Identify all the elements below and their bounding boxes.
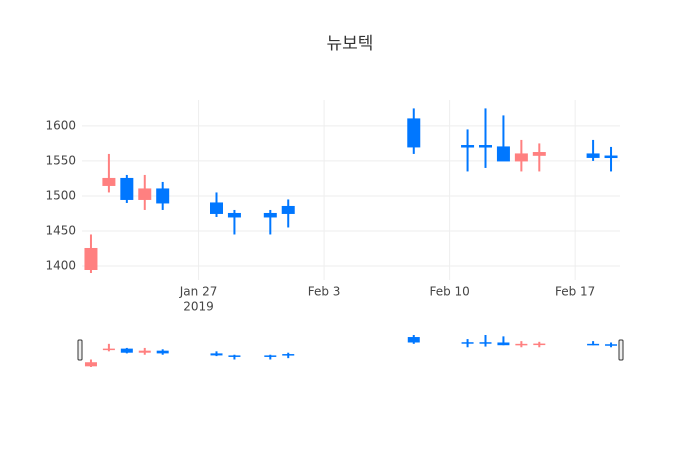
slider-body [264,355,277,357]
y-tick-label: 1550 [45,153,76,167]
slider-handle [77,339,83,361]
candle-body [120,177,134,200]
slider-body [156,350,169,354]
slider-body [407,337,420,343]
slider-body [138,350,151,353]
slider-body [515,343,528,346]
candle-body [156,188,170,204]
candle-body [227,212,241,218]
slider-body [84,362,97,367]
slider-handle [618,339,624,361]
y-tick-label: 1600 [45,118,76,132]
chart-title: 뉴보텍 [327,34,374,54]
candle-body [102,177,116,186]
slider-body [605,344,618,346]
candle-body [138,188,152,200]
x-tick-label: Feb 3 [308,285,341,299]
candle-body [604,155,618,159]
candle-body [586,153,600,158]
slider-body [102,348,115,351]
x-tick-label: Feb 10 [429,285,469,299]
slider-body [282,354,295,356]
candle-body [407,118,421,148]
y-tick-label: 1450 [45,223,76,237]
candle-body [532,152,546,156]
candle-body [281,205,295,214]
candle-body [514,153,528,162]
y-tick-label: 1500 [45,188,76,202]
slider-body [533,343,546,346]
candle-body [84,247,98,270]
slider-body [497,342,510,346]
candle-body [263,212,277,218]
slider-body [228,355,241,357]
candle-body [479,145,492,148]
slider-body [120,348,133,353]
slider-body [210,353,223,356]
x-year-label: 2019 [183,300,214,314]
x-tick-label: Jan 27 [179,285,218,299]
slider-body [587,343,600,346]
candle-body [461,145,475,148]
candle-body [496,146,510,162]
y-tick-label: 1400 [45,258,76,272]
x-tick-label: Feb 17 [555,285,595,299]
candle-body [210,202,223,214]
slider-body [461,342,474,344]
slider-body [479,342,492,344]
